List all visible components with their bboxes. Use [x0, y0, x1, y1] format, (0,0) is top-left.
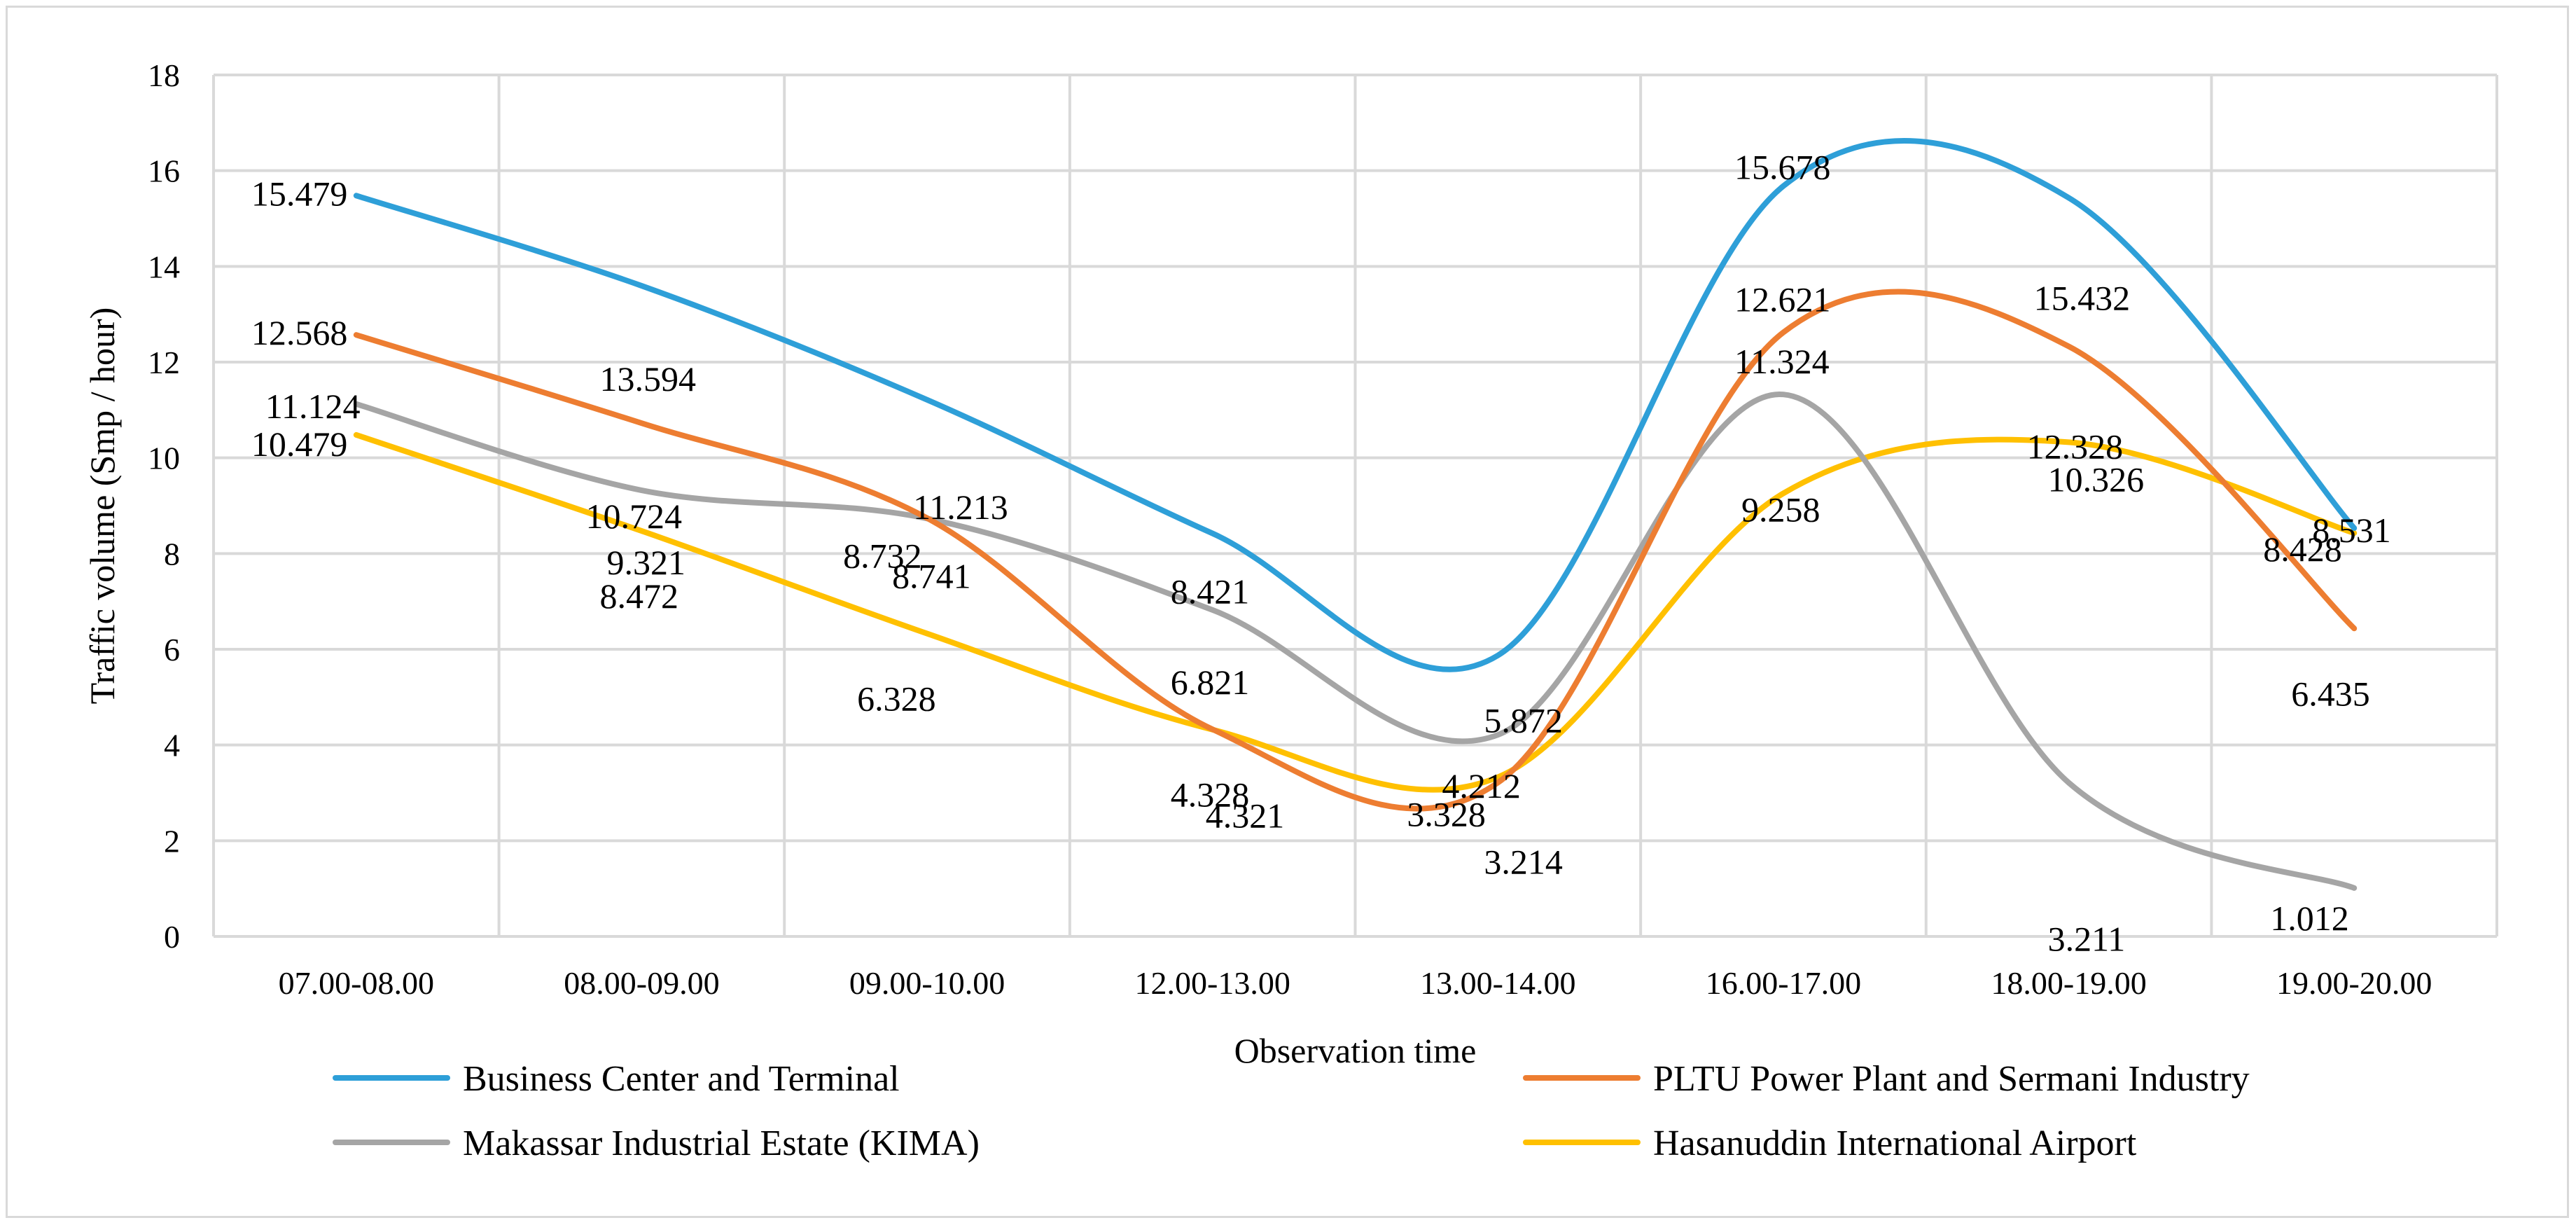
data-label: 12.621	[1734, 280, 1831, 319]
data-label: 8.472	[599, 576, 678, 616]
x-axis-ticks: 07.00-08.00 08.00-09.00 09.00-10.00 12.00-1…	[279, 965, 2432, 1001]
x-tick-label: 18.00-19.00	[1991, 965, 2146, 1001]
data-label: 9.321	[606, 543, 685, 582]
series-line-2	[353, 289, 2358, 812]
data-label: 11.124	[265, 387, 361, 426]
x-tick-label: 16.00-17.00	[1706, 965, 1861, 1001]
series-line-4	[353, 431, 2358, 793]
y-axis-title: Traffic volume (Smp / hour)	[83, 307, 122, 705]
data-label: 8.421	[1171, 572, 1250, 611]
y-tick-label: 4	[164, 728, 180, 763]
y-tick-label: 12	[148, 345, 180, 380]
data-label: 11.213	[913, 487, 1008, 527]
data-label: 3.211	[2048, 920, 2126, 959]
y-tick-label: 18	[148, 57, 180, 93]
legend-label: PLTU Power Plant and Sermani Industry	[1653, 1059, 2250, 1099]
data-label: 6.435	[2291, 674, 2370, 713]
data-label: 4.212	[1442, 766, 1521, 805]
data-label: 1.012	[2270, 899, 2349, 938]
data-label: 15.678	[1734, 148, 1831, 187]
data-label: 8.732	[843, 536, 922, 575]
series-line-3	[353, 392, 2358, 891]
data-label: 9.258	[1741, 490, 1820, 529]
y-tick-label: 2	[164, 823, 180, 859]
x-tick-label: 12.00-13.00	[1135, 965, 1290, 1001]
series-lines	[353, 138, 2358, 891]
y-tick-label: 16	[148, 153, 180, 189]
data-label: 12.568	[251, 313, 348, 352]
data-label: 5.872	[1484, 701, 1563, 740]
data-labels: 15.479 13.594 11.213 8.421 5.872 15.678 15.432…	[251, 148, 2391, 959]
data-label: 10.326	[2048, 459, 2145, 499]
x-tick-label: 13.00-14.00	[1420, 965, 1575, 1001]
y-tick-label: 10	[148, 441, 180, 476]
data-label: 15.479	[251, 174, 348, 213]
x-tick-label: 19.00-20.00	[2276, 965, 2432, 1001]
y-tick-label: 6	[164, 632, 180, 667]
data-label: 15.432	[2034, 278, 2131, 317]
x-tick-label: 07.00-08.00	[279, 965, 434, 1001]
legend-label: Hasanuddin International Airport	[1653, 1123, 2137, 1163]
x-tick-label: 09.00-10.00	[849, 965, 1005, 1001]
data-label: 12.328	[2027, 427, 2124, 466]
gridlines	[212, 74, 2498, 938]
data-label: 3.328	[1407, 795, 1486, 834]
x-axis-title: Observation time	[1234, 1031, 1477, 1070]
y-axis-ticks: 0 2 4 6 8 10 12 14 16 18	[148, 57, 180, 955]
data-label: 6.328	[857, 679, 936, 719]
data-label: 11.324	[1734, 342, 1830, 381]
data-label: 6.821	[1171, 663, 1250, 702]
data-label: 10.724	[585, 497, 682, 536]
data-label: 4.328	[1171, 775, 1250, 814]
legend-label: Makassar Industrial Estate (KIMA)	[463, 1123, 980, 1163]
data-label: 13.594	[599, 359, 696, 399]
x-tick-label: 08.00-09.00	[564, 965, 719, 1001]
series-line-1	[353, 138, 2358, 672]
legend-label: Business Center and Terminal	[463, 1059, 900, 1099]
chart-frame: 0 2 4 6 8 10 12 14 16 18 07.00-08.00 08.00-09.00 09…	[6, 6, 2569, 1218]
y-tick-label: 14	[148, 249, 180, 284]
y-tick-label: 8	[164, 536, 180, 572]
data-label: 10.479	[251, 424, 348, 464]
data-label: 8.531	[2312, 511, 2391, 550]
data-label: 4.321	[1206, 796, 1285, 836]
line-chart: 0 2 4 6 8 10 12 14 16 18 07.00-08.00 08.00-09.00 09…	[83, 57, 2498, 1163]
y-tick-label: 0	[164, 919, 180, 955]
data-label: 8.741	[892, 557, 971, 596]
data-label: 8.428	[2263, 530, 2342, 569]
data-label: 3.214	[1484, 842, 1563, 881]
legend: Business Center and Terminal PLTU Power P…	[333, 1059, 2250, 1163]
